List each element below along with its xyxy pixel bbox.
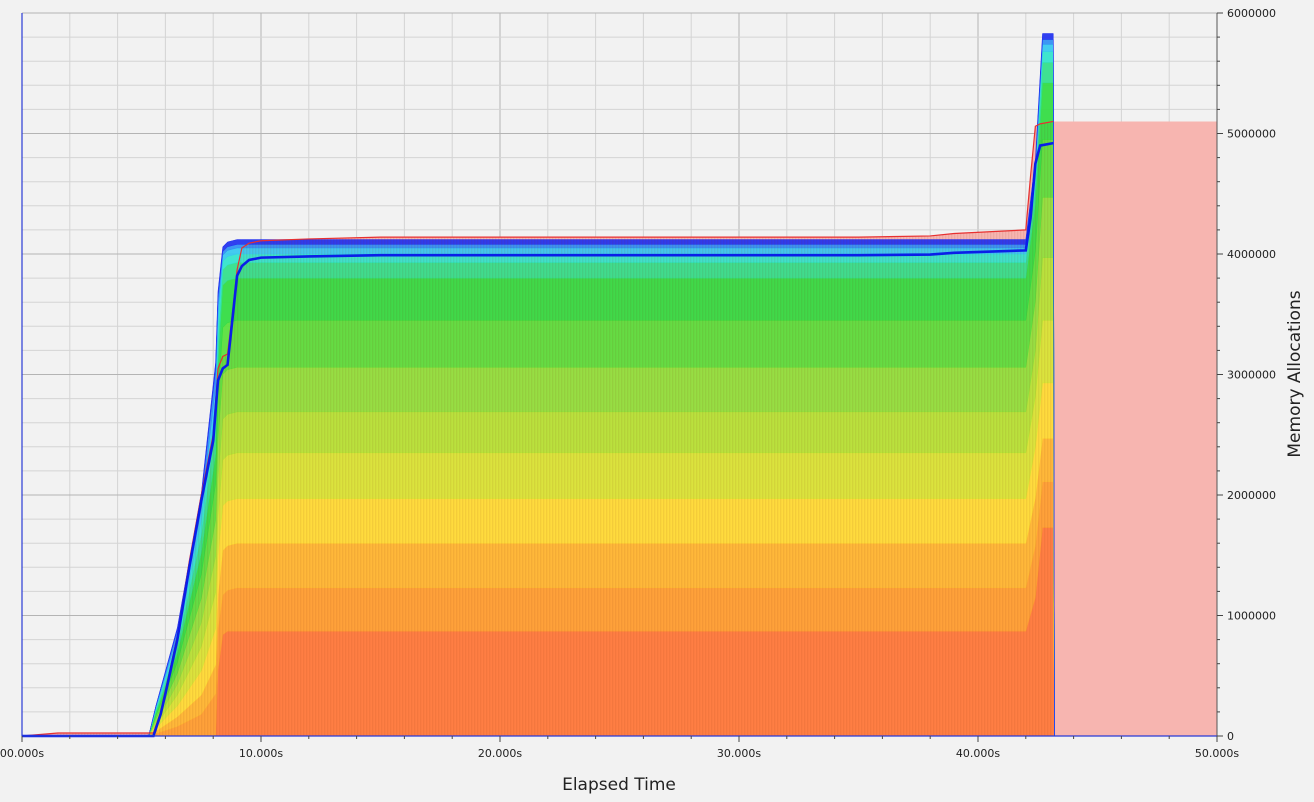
allocation-band-14 <box>22 33 1217 737</box>
y-tick-label: 4000000 <box>1227 248 1276 261</box>
x-tick-label: 00.000s <box>0 747 44 760</box>
sample-hatching <box>57 121 1052 736</box>
x-axis-title: Elapsed Time <box>562 775 676 795</box>
y-tick-label: 0 <box>1227 730 1234 743</box>
axes <box>21 12 1223 742</box>
series-lines <box>21 120 1054 738</box>
x-tick-label: 10.000s <box>239 747 283 760</box>
x-tick-label: 20.000s <box>478 747 522 760</box>
y-tick-label: 2000000 <box>1227 489 1276 502</box>
x-tick-label: 50.000s <box>1195 747 1239 760</box>
tick-labels: 00.000s 10.000s 20.000s 30.000s 40.000s 50.00… <box>0 7 1276 760</box>
y-tick-label: 3000000 <box>1227 369 1276 382</box>
y-axis-title: Memory Allocations <box>1285 290 1305 457</box>
heap-allocation-line <box>22 141 1054 738</box>
y-tick-label: 5000000 <box>1227 128 1276 141</box>
y-tick-label: 1000000 <box>1227 610 1276 623</box>
x-tick-label: 30.000s <box>717 747 761 760</box>
x-tick-label: 40.000s <box>956 747 1000 760</box>
y-tick-label: 6000000 <box>1227 7 1276 20</box>
stacked-areas <box>22 33 1217 737</box>
